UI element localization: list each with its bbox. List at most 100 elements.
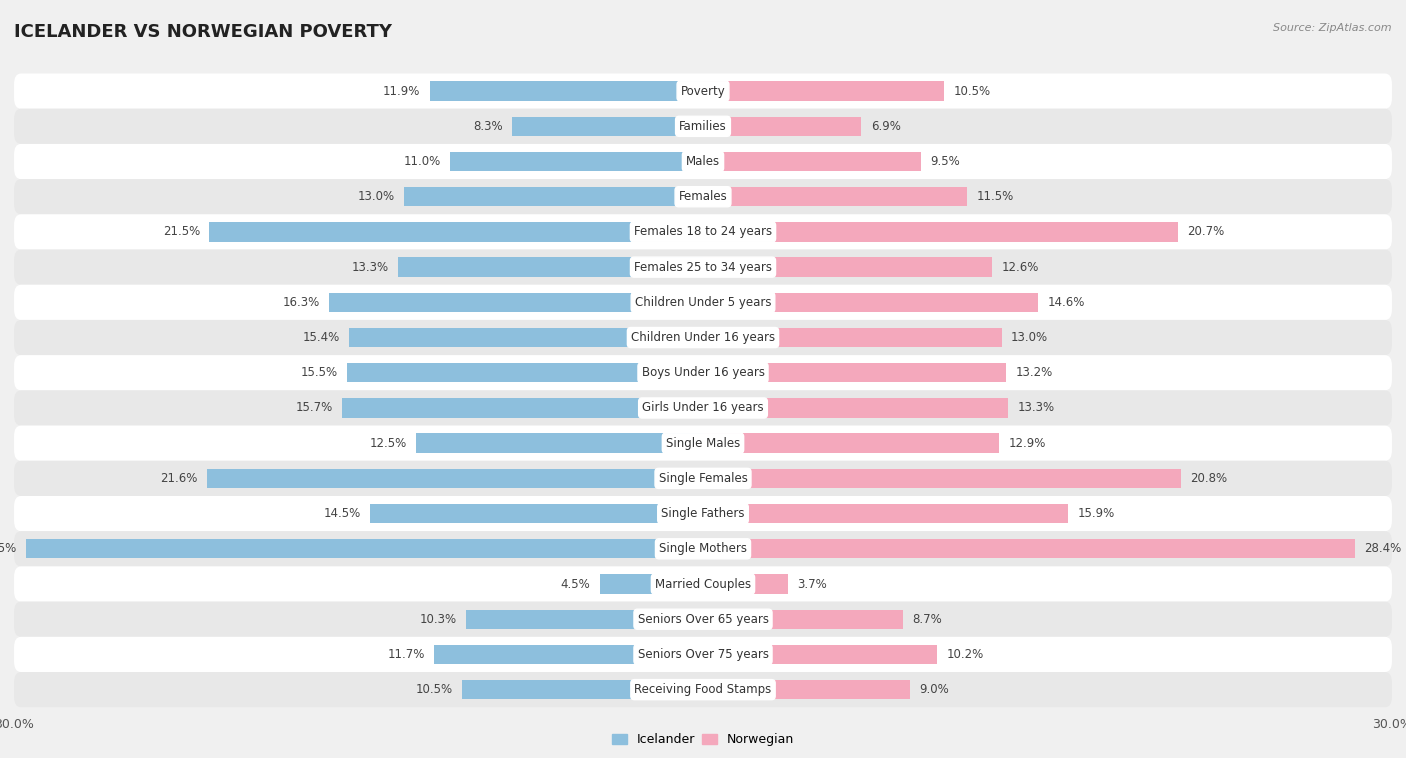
- FancyBboxPatch shape: [14, 496, 1392, 531]
- Text: 13.2%: 13.2%: [1015, 366, 1053, 379]
- Bar: [703, 609, 903, 629]
- Text: Single Males: Single Males: [666, 437, 740, 449]
- Text: Females 18 to 24 years: Females 18 to 24 years: [634, 225, 772, 239]
- Bar: [467, 609, 703, 629]
- FancyBboxPatch shape: [14, 672, 1392, 707]
- Bar: [209, 222, 703, 242]
- FancyBboxPatch shape: [14, 285, 1392, 320]
- FancyBboxPatch shape: [14, 425, 1392, 461]
- Text: Poverty: Poverty: [681, 85, 725, 98]
- Bar: [703, 680, 910, 700]
- FancyBboxPatch shape: [14, 249, 1392, 285]
- Bar: [703, 328, 1001, 347]
- Text: 9.0%: 9.0%: [920, 683, 949, 696]
- Bar: [398, 258, 703, 277]
- Text: 20.7%: 20.7%: [1188, 225, 1225, 239]
- FancyBboxPatch shape: [14, 531, 1392, 566]
- Bar: [703, 152, 921, 171]
- Text: 11.7%: 11.7%: [388, 648, 425, 661]
- Text: 14.5%: 14.5%: [323, 507, 361, 520]
- Text: 15.4%: 15.4%: [302, 331, 340, 344]
- FancyBboxPatch shape: [14, 461, 1392, 496]
- Text: 15.9%: 15.9%: [1077, 507, 1115, 520]
- FancyBboxPatch shape: [14, 566, 1392, 602]
- Bar: [349, 328, 703, 347]
- Text: 10.2%: 10.2%: [946, 648, 984, 661]
- Text: 21.5%: 21.5%: [163, 225, 200, 239]
- Text: Females: Females: [679, 190, 727, 203]
- Bar: [599, 575, 703, 594]
- Bar: [450, 152, 703, 171]
- Bar: [703, 468, 1181, 488]
- Text: 28.4%: 28.4%: [1364, 542, 1402, 556]
- FancyBboxPatch shape: [14, 179, 1392, 215]
- Text: 6.9%: 6.9%: [870, 120, 900, 133]
- Text: Source: ZipAtlas.com: Source: ZipAtlas.com: [1274, 23, 1392, 33]
- Text: 20.8%: 20.8%: [1189, 472, 1227, 485]
- Text: 13.0%: 13.0%: [359, 190, 395, 203]
- Bar: [329, 293, 703, 312]
- Text: 10.3%: 10.3%: [420, 612, 457, 625]
- Text: 12.5%: 12.5%: [370, 437, 406, 449]
- Bar: [405, 187, 703, 206]
- Bar: [430, 81, 703, 101]
- FancyBboxPatch shape: [14, 637, 1392, 672]
- Text: 11.5%: 11.5%: [976, 190, 1014, 203]
- Text: 14.6%: 14.6%: [1047, 296, 1085, 309]
- FancyBboxPatch shape: [14, 390, 1392, 425]
- Text: Boys Under 16 years: Boys Under 16 years: [641, 366, 765, 379]
- Text: 16.3%: 16.3%: [283, 296, 319, 309]
- Text: 29.5%: 29.5%: [0, 542, 17, 556]
- FancyBboxPatch shape: [14, 320, 1392, 356]
- Bar: [703, 187, 967, 206]
- FancyBboxPatch shape: [14, 215, 1392, 249]
- Bar: [434, 645, 703, 664]
- Text: 15.5%: 15.5%: [301, 366, 337, 379]
- Bar: [25, 539, 703, 559]
- Text: 4.5%: 4.5%: [561, 578, 591, 590]
- FancyBboxPatch shape: [14, 602, 1392, 637]
- Legend: Icelander, Norwegian: Icelander, Norwegian: [607, 728, 799, 751]
- Text: 10.5%: 10.5%: [416, 683, 453, 696]
- Text: ICELANDER VS NORWEGIAN POVERTY: ICELANDER VS NORWEGIAN POVERTY: [14, 23, 392, 41]
- Text: Families: Families: [679, 120, 727, 133]
- Bar: [347, 363, 703, 383]
- Bar: [703, 258, 993, 277]
- Bar: [703, 645, 938, 664]
- Text: Seniors Over 65 years: Seniors Over 65 years: [637, 612, 769, 625]
- Bar: [370, 504, 703, 523]
- Bar: [703, 293, 1038, 312]
- Bar: [703, 81, 945, 101]
- Text: 11.0%: 11.0%: [404, 155, 441, 168]
- Bar: [461, 680, 703, 700]
- Bar: [703, 539, 1355, 559]
- Bar: [703, 398, 1008, 418]
- Text: 13.3%: 13.3%: [352, 261, 388, 274]
- Text: 21.6%: 21.6%: [160, 472, 198, 485]
- Text: 3.7%: 3.7%: [797, 578, 827, 590]
- Text: Children Under 5 years: Children Under 5 years: [634, 296, 772, 309]
- Text: 9.5%: 9.5%: [931, 155, 960, 168]
- Text: Children Under 16 years: Children Under 16 years: [631, 331, 775, 344]
- Bar: [703, 434, 1000, 453]
- FancyBboxPatch shape: [14, 356, 1392, 390]
- Bar: [416, 434, 703, 453]
- FancyBboxPatch shape: [14, 74, 1392, 108]
- Text: 12.6%: 12.6%: [1001, 261, 1039, 274]
- Text: 8.7%: 8.7%: [912, 612, 942, 625]
- Text: 13.3%: 13.3%: [1018, 402, 1054, 415]
- Bar: [703, 575, 787, 594]
- Text: Single Mothers: Single Mothers: [659, 542, 747, 556]
- FancyBboxPatch shape: [14, 144, 1392, 179]
- Bar: [207, 468, 703, 488]
- Text: Single Females: Single Females: [658, 472, 748, 485]
- Text: Married Couples: Married Couples: [655, 578, 751, 590]
- Text: 13.0%: 13.0%: [1011, 331, 1047, 344]
- Text: Girls Under 16 years: Girls Under 16 years: [643, 402, 763, 415]
- Text: 8.3%: 8.3%: [474, 120, 503, 133]
- FancyBboxPatch shape: [14, 108, 1392, 144]
- Bar: [343, 398, 703, 418]
- Text: 15.7%: 15.7%: [297, 402, 333, 415]
- Text: 11.9%: 11.9%: [384, 85, 420, 98]
- Text: 12.9%: 12.9%: [1008, 437, 1046, 449]
